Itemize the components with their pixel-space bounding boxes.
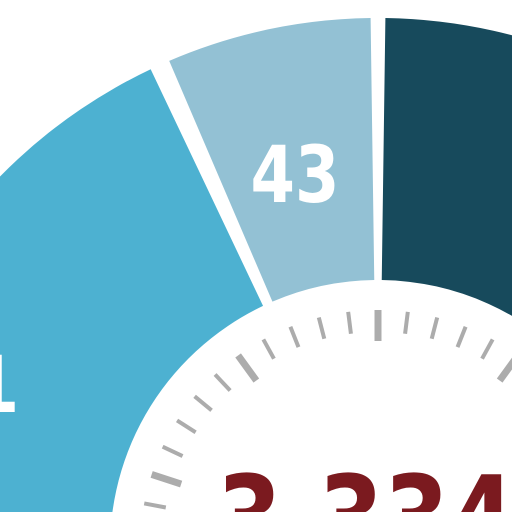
segments <box>0 18 512 512</box>
minor-tick <box>403 311 410 334</box>
center-value: 3,334 <box>217 452 512 512</box>
minor-tick <box>161 444 184 458</box>
minor-tick <box>288 325 301 348</box>
segment <box>169 18 375 302</box>
minor-tick <box>429 316 440 340</box>
minor-tick <box>346 311 353 334</box>
minor-tick <box>193 394 213 412</box>
minor-tick <box>143 501 167 510</box>
major-tick <box>496 357 512 383</box>
minor-tick <box>480 338 495 360</box>
major-tick <box>150 471 183 488</box>
minor-tick <box>213 373 232 392</box>
minor-tick <box>316 316 327 340</box>
segment-label: 43 <box>251 130 340 221</box>
segment-label: 1 <box>0 341 20 431</box>
minor-tick <box>455 325 468 348</box>
major-tick <box>235 353 260 383</box>
segment <box>381 18 512 316</box>
minor-tick <box>175 418 197 434</box>
segment <box>0 69 264 512</box>
minor-tick <box>261 338 276 360</box>
ticks <box>143 310 512 510</box>
